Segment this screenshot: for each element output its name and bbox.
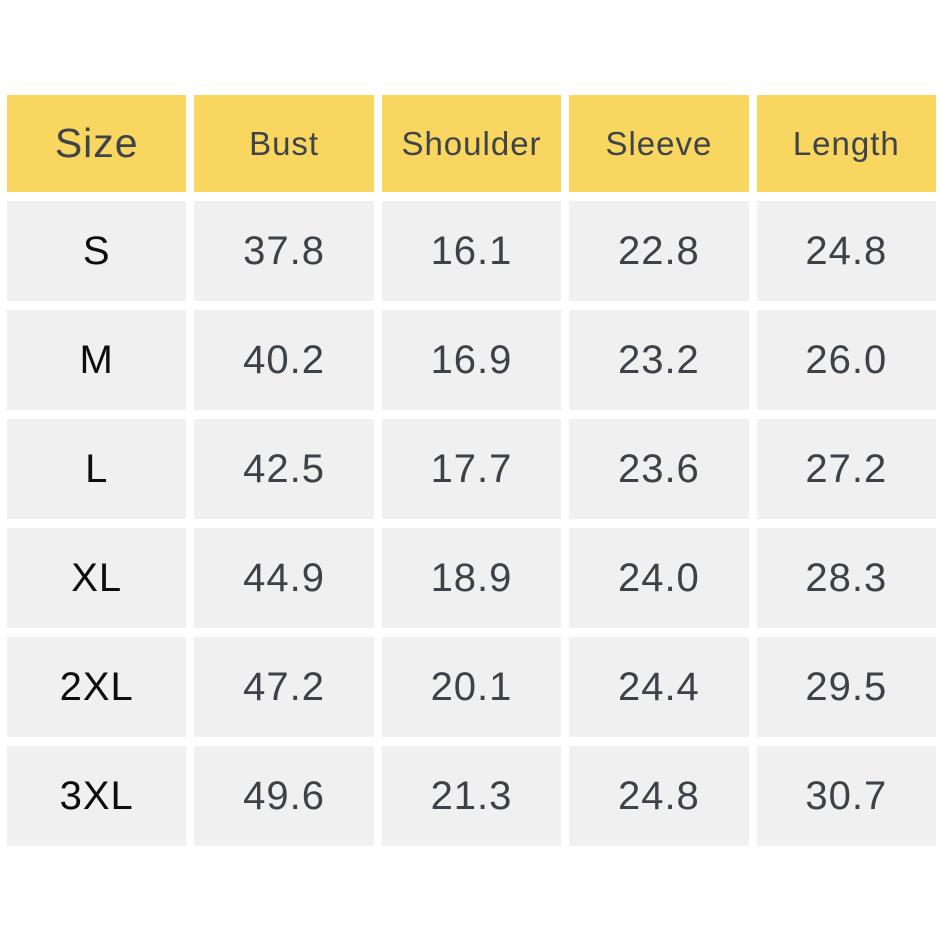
shoulder-cell: 21.3 [381, 746, 562, 846]
length-cell: 26.0 [756, 310, 936, 410]
header-cell-length: Length [756, 95, 936, 192]
length-cell: 27.2 [756, 419, 936, 519]
length-cell: 30.7 [756, 746, 936, 846]
length-cell: 29.5 [756, 637, 936, 737]
length-cell: 28.3 [756, 528, 936, 628]
bust-cell: 49.6 [194, 746, 374, 846]
size-cell: XL [7, 528, 187, 628]
size-cell: M [7, 310, 187, 410]
bust-cell: 44.9 [194, 528, 374, 628]
size-cell: S [7, 201, 187, 301]
size-cell: L [7, 419, 187, 519]
sleeve-cell: 24.8 [569, 746, 749, 846]
header-cell-sleeve: Sleeve [569, 95, 749, 192]
header-cell-shoulder: Shoulder [381, 95, 562, 192]
size-cell: 2XL [7, 637, 187, 737]
sleeve-cell: 24.0 [569, 528, 749, 628]
sleeve-cell: 23.6 [569, 419, 749, 519]
sleeve-cell: 23.2 [569, 310, 749, 410]
size-cell: 3XL [7, 746, 187, 846]
header-cell-bust: Bust [194, 95, 374, 192]
header-cell-size: Size [7, 95, 187, 192]
size-chart-table: Size Bust Shoulder Sleeve Length S 37.8 … [7, 95, 936, 846]
bust-cell: 47.2 [194, 637, 374, 737]
bust-cell: 40.2 [194, 310, 374, 410]
shoulder-cell: 16.9 [381, 310, 562, 410]
shoulder-cell: 18.9 [381, 528, 562, 628]
bust-cell: 42.5 [194, 419, 374, 519]
shoulder-cell: 20.1 [381, 637, 562, 737]
shoulder-cell: 16.1 [381, 201, 562, 301]
sleeve-cell: 24.4 [569, 637, 749, 737]
length-cell: 24.8 [756, 201, 936, 301]
sleeve-cell: 22.8 [569, 201, 749, 301]
bust-cell: 37.8 [194, 201, 374, 301]
shoulder-cell: 17.7 [381, 419, 562, 519]
